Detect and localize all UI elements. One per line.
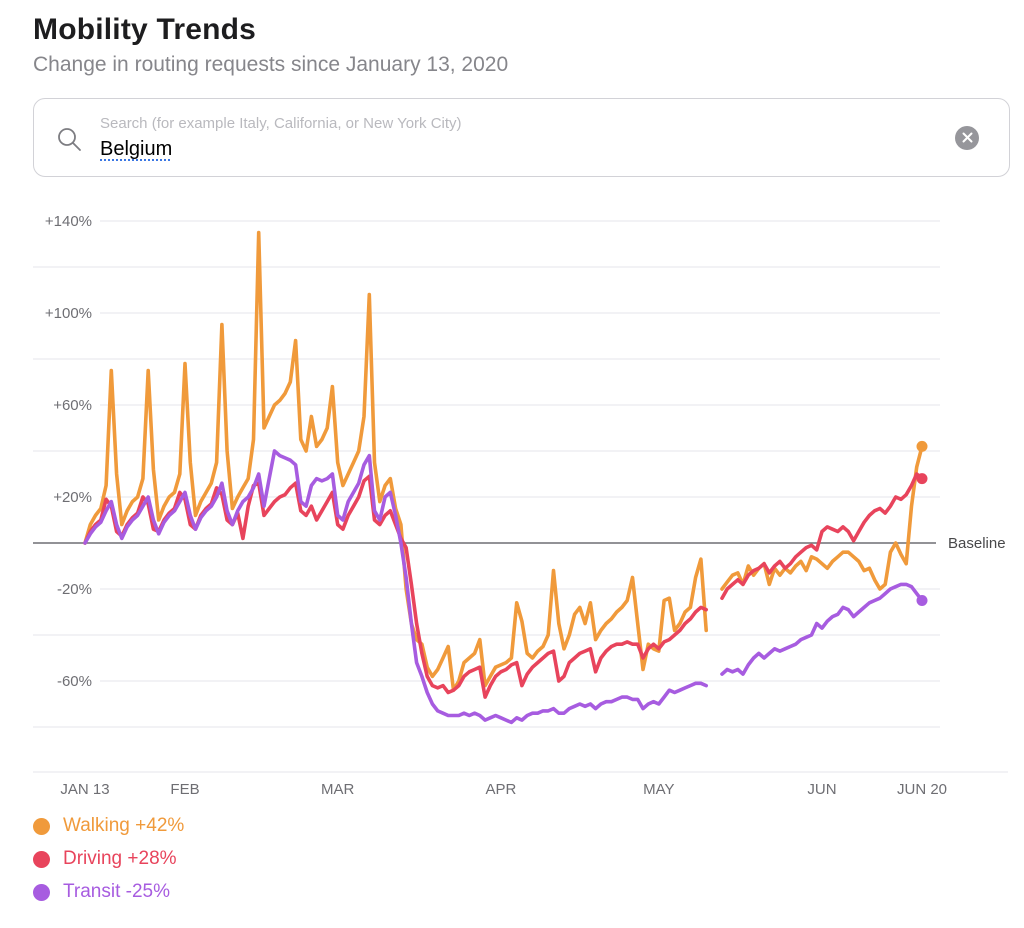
mobility-trends-chart: +140% +100% +60% +20% -20% -60% Baseline JAN 13… [33, 213, 1008, 798]
walking-legend-label: Walking +42% [63, 815, 185, 836]
y-tick-label: +140% [45, 213, 92, 230]
page-title: Mobility Trends [33, 13, 257, 46]
legend-item-walking: Walking +42% [33, 815, 1024, 837]
chart-legend: Walking +42% Driving +28% Transit -25% [0, 815, 1024, 903]
walking-series-dot [33, 817, 50, 835]
clear-search-button[interactable] [955, 125, 979, 150]
transit-line [83, 449, 924, 725]
search-value-text[interactable]: Belgium [100, 137, 173, 160]
walking-line [83, 230, 924, 692]
search-input[interactable]: Search (for example Italy, California, o… [100, 115, 462, 161]
y-tick-label: +100% [45, 305, 92, 322]
baseline-label: Baseline [948, 535, 1006, 552]
legend-item-driving: Driving +28% [33, 848, 1024, 870]
y-tick-label: +60% [53, 397, 92, 414]
transit-legend-label: Transit -25% [63, 881, 170, 902]
x-tick-label: JAN 13 [60, 781, 109, 798]
transit-end-dot [916, 595, 928, 606]
search-placeholder: Search (for example Italy, California, o… [100, 114, 462, 132]
y-tick-label: -60% [57, 673, 92, 690]
driving-legend-label: Driving +28% [63, 848, 177, 869]
x-tick-label: JUN [807, 781, 836, 798]
driving-series-dot [33, 850, 50, 868]
x-tick-label: APR [485, 781, 516, 798]
x-tick-label: JUN 20 [897, 781, 947, 798]
page-subtitle: Change in routing requests since January… [33, 53, 509, 76]
y-tick-label: +20% [53, 489, 92, 506]
search-icon [58, 128, 81, 151]
x-tick-label: MAY [643, 781, 674, 798]
transit-series-dot [33, 883, 50, 901]
y-tick-label: -20% [57, 581, 92, 598]
walking-end-dot [916, 440, 928, 452]
close-icon [962, 132, 972, 143]
driving-end-dot [916, 473, 928, 485]
legend-item-transit: Transit -25% [33, 881, 1024, 903]
x-tick-label: FEB [170, 781, 199, 798]
x-tick-label: MAR [321, 781, 355, 798]
search-box[interactable]: Search (for example Italy, California, o… [33, 98, 1010, 177]
